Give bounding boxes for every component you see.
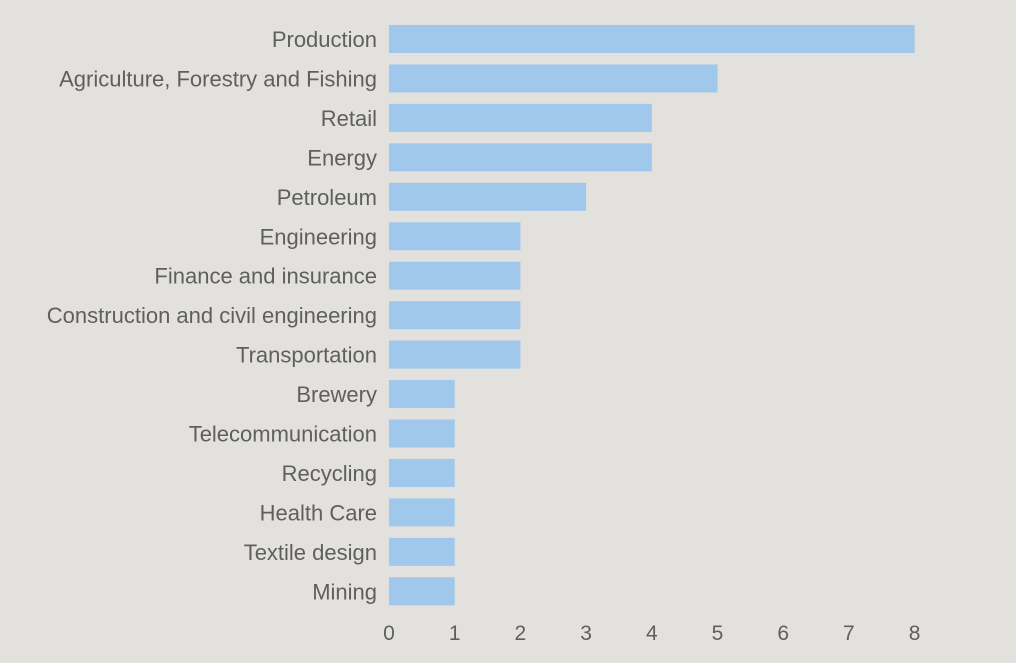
bar-engineering [389, 222, 521, 251]
x-tick-label: 4 [646, 622, 658, 645]
bar-production [389, 25, 915, 53]
category-label: Recycling [282, 461, 377, 486]
category-label: Brewery [296, 382, 377, 407]
category-label: Energy [307, 145, 377, 170]
bar-health-care [389, 498, 455, 527]
category-labels-group: Production Agriculture, Forestry and Fish… [47, 27, 377, 604]
x-tick-label: 8 [909, 622, 921, 645]
bar-agriculture-forestry-and-fishing [389, 64, 718, 93]
bar-finance-and-insurance [389, 261, 521, 290]
x-tick-label: 7 [843, 622, 855, 645]
category-label: Finance and insurance [154, 264, 377, 289]
category-label: Transportation [236, 343, 377, 368]
category-label: Construction and civil engineering [47, 303, 377, 328]
category-label: Production [272, 27, 377, 52]
x-axis-ticks-group: 0 1 2 3 4 5 6 7 8 [383, 622, 920, 645]
bar-recycling [389, 458, 455, 487]
x-tick-label: 5 [712, 622, 724, 645]
bar-textile-design [389, 537, 455, 566]
category-label: Mining [312, 579, 377, 604]
category-label: Textile design [244, 540, 377, 565]
bar-mining [389, 577, 455, 606]
category-label: Engineering [260, 224, 377, 249]
bar-retail [389, 103, 652, 132]
category-label: Agriculture, Forestry and Fishing [59, 66, 377, 91]
bar-energy [389, 143, 652, 172]
category-label: Retail [321, 106, 377, 131]
bar-transportation [389, 340, 521, 369]
bar-petroleum [389, 182, 587, 211]
x-tick-label: 3 [580, 622, 592, 645]
category-label: Telecommunication [189, 422, 377, 447]
category-label: Health Care [260, 500, 377, 525]
bar-brewery [389, 380, 455, 409]
x-tick-label: 0 [383, 622, 395, 645]
x-tick-label: 6 [777, 622, 789, 645]
bar-telecommunication [389, 419, 455, 448]
x-tick-label: 1 [449, 622, 461, 645]
bar-construction-and-civil-engineering [389, 301, 521, 330]
category-label: Petroleum [277, 185, 377, 210]
x-tick-label: 2 [515, 622, 527, 645]
bars-group [389, 25, 915, 606]
